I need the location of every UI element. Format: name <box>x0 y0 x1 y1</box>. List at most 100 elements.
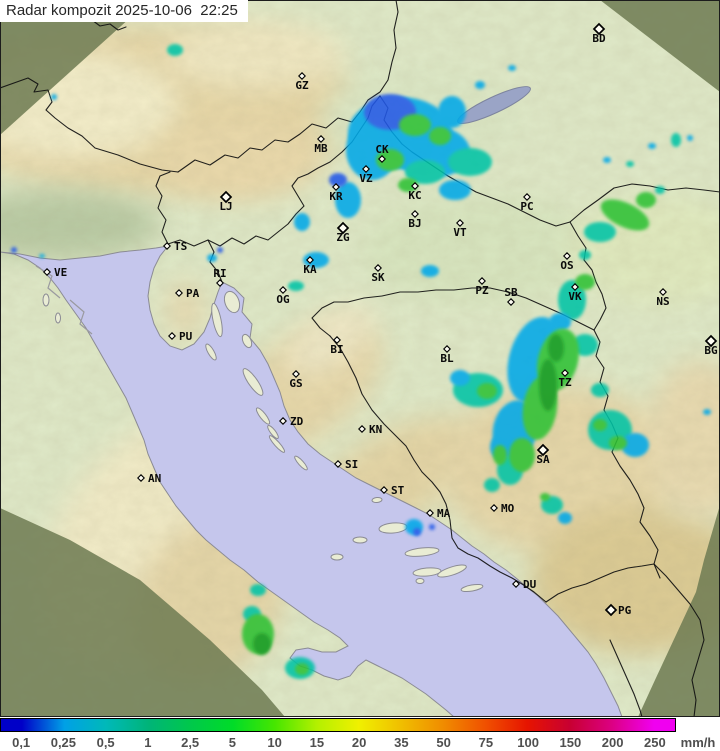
radar-cell <box>584 222 616 242</box>
city-label-du: DU <box>523 578 537 591</box>
radar-cell <box>398 178 418 192</box>
radar-cell <box>253 633 271 655</box>
city-marker-bg <box>704 334 718 348</box>
legend-tick: 15 <box>309 735 325 750</box>
coverage-mask-bottom-right <box>638 505 720 717</box>
city-label-bd: BD <box>592 32 606 45</box>
city-marker-pa <box>175 289 183 297</box>
radar-cell <box>329 173 347 187</box>
legend-tick: 50 <box>436 735 451 750</box>
radar-cell <box>51 94 57 100</box>
legend-tick: 0,5 <box>96 735 115 750</box>
city-label-zg: ZG <box>336 231 350 244</box>
city-marker-os <box>563 252 571 260</box>
legend-tick: 10 <box>267 735 282 750</box>
city-marker-ri <box>216 279 224 287</box>
venice-lagoon <box>35 265 93 335</box>
city-label-ns: NS <box>656 295 669 308</box>
city-marker-ma <box>426 509 434 517</box>
city-label-ri: RI <box>213 267 226 280</box>
city-marker-pu <box>168 332 176 340</box>
city-label-pu: PU <box>179 330 193 343</box>
city-marker-ve <box>43 268 51 276</box>
radar-cell <box>558 512 572 524</box>
radar-cell <box>448 148 492 176</box>
city-marker-an <box>137 474 145 482</box>
city-label-kn: KN <box>369 423 382 436</box>
city-label-os: OS <box>560 259 573 272</box>
legend-tick: 35 <box>394 735 409 750</box>
radar-cell <box>438 96 466 128</box>
radar-cell <box>558 280 586 320</box>
radar-cell <box>636 192 656 208</box>
radar-cell <box>509 438 535 472</box>
city-marker-sb <box>507 298 515 306</box>
radar-cell <box>501 409 515 421</box>
city-label-vt: VT <box>453 226 467 239</box>
city-marker-og <box>279 286 287 294</box>
city-label-zd: ZD <box>290 415 304 428</box>
city-label-bl: BL <box>440 352 454 365</box>
radar-cell <box>477 383 497 399</box>
city-label-gz: GZ <box>295 79 309 92</box>
legend-tick: 20 <box>351 735 367 750</box>
legend-tick: 200 <box>601 735 624 750</box>
city-marker-zd <box>279 417 287 425</box>
radar-cell <box>303 252 329 268</box>
radar-cell <box>626 161 634 167</box>
city-marker-vt <box>456 219 464 227</box>
radar-cell <box>579 250 591 260</box>
city-marker-gz <box>298 72 306 80</box>
city-marker-mo <box>490 504 498 512</box>
city-marker-kn <box>358 425 366 433</box>
coverage-mask-top-left <box>0 0 150 135</box>
city-marker-bi <box>333 336 341 344</box>
city-label-pa: PA <box>186 287 200 300</box>
city-marker-mb <box>317 135 325 143</box>
city-label-vz: VZ <box>359 172 373 185</box>
radar-cell <box>399 114 431 136</box>
radar-cell <box>648 143 656 149</box>
city-label-gs: GS <box>289 377 302 390</box>
radar-cell <box>429 524 435 530</box>
city-label-ve: VE <box>54 266 67 279</box>
city-label-ma: MA <box>437 507 451 520</box>
radar-cell <box>207 254 217 262</box>
city-marker-sk <box>374 264 382 272</box>
radar-cell <box>540 493 550 501</box>
radar-cell <box>294 213 310 231</box>
city-marker-vk <box>571 283 579 291</box>
legend-tick: 5 <box>228 735 236 750</box>
radar-cell <box>250 584 266 596</box>
islands <box>205 290 484 593</box>
adriatic-sea <box>0 245 623 718</box>
city-label-mo: MO <box>501 502 515 515</box>
city-label-an: AN <box>148 472 161 485</box>
legend-tick: 0,1 <box>12 735 31 750</box>
city-marker-ts <box>163 242 171 250</box>
city-label-tz: TZ <box>558 376 572 389</box>
city-label-ka: KA <box>303 263 317 276</box>
radar-cell <box>475 81 485 89</box>
coverage-mask-bottom-left <box>0 508 285 717</box>
radar-cell <box>335 182 361 218</box>
legend-tick: 250 <box>644 735 666 750</box>
city-marker-kr <box>332 183 340 191</box>
title-bar: Radar kompozit 2025-10-06 22:25 <box>0 0 248 22</box>
radar-cell <box>429 127 451 145</box>
city-label-si: SI <box>345 458 358 471</box>
radar-cell <box>600 199 650 231</box>
city-marker-sa <box>536 443 550 457</box>
city-marker-pc <box>523 193 531 201</box>
city-label-vk: VK <box>568 290 582 303</box>
radar-cell <box>591 383 609 397</box>
radar-cell <box>621 433 649 457</box>
radar-cell <box>421 265 439 277</box>
coverage-mask-top-right <box>600 0 720 92</box>
city-marker-st <box>380 486 388 494</box>
legend-tick: 2,5 <box>181 735 200 750</box>
radar-cell <box>405 160 445 184</box>
legend: 0,1 0,25 0,5 1 2,5 5 10 15 20 35 50 75 100 150 200 250 … <box>0 717 720 751</box>
city-marker-kc <box>411 182 419 190</box>
